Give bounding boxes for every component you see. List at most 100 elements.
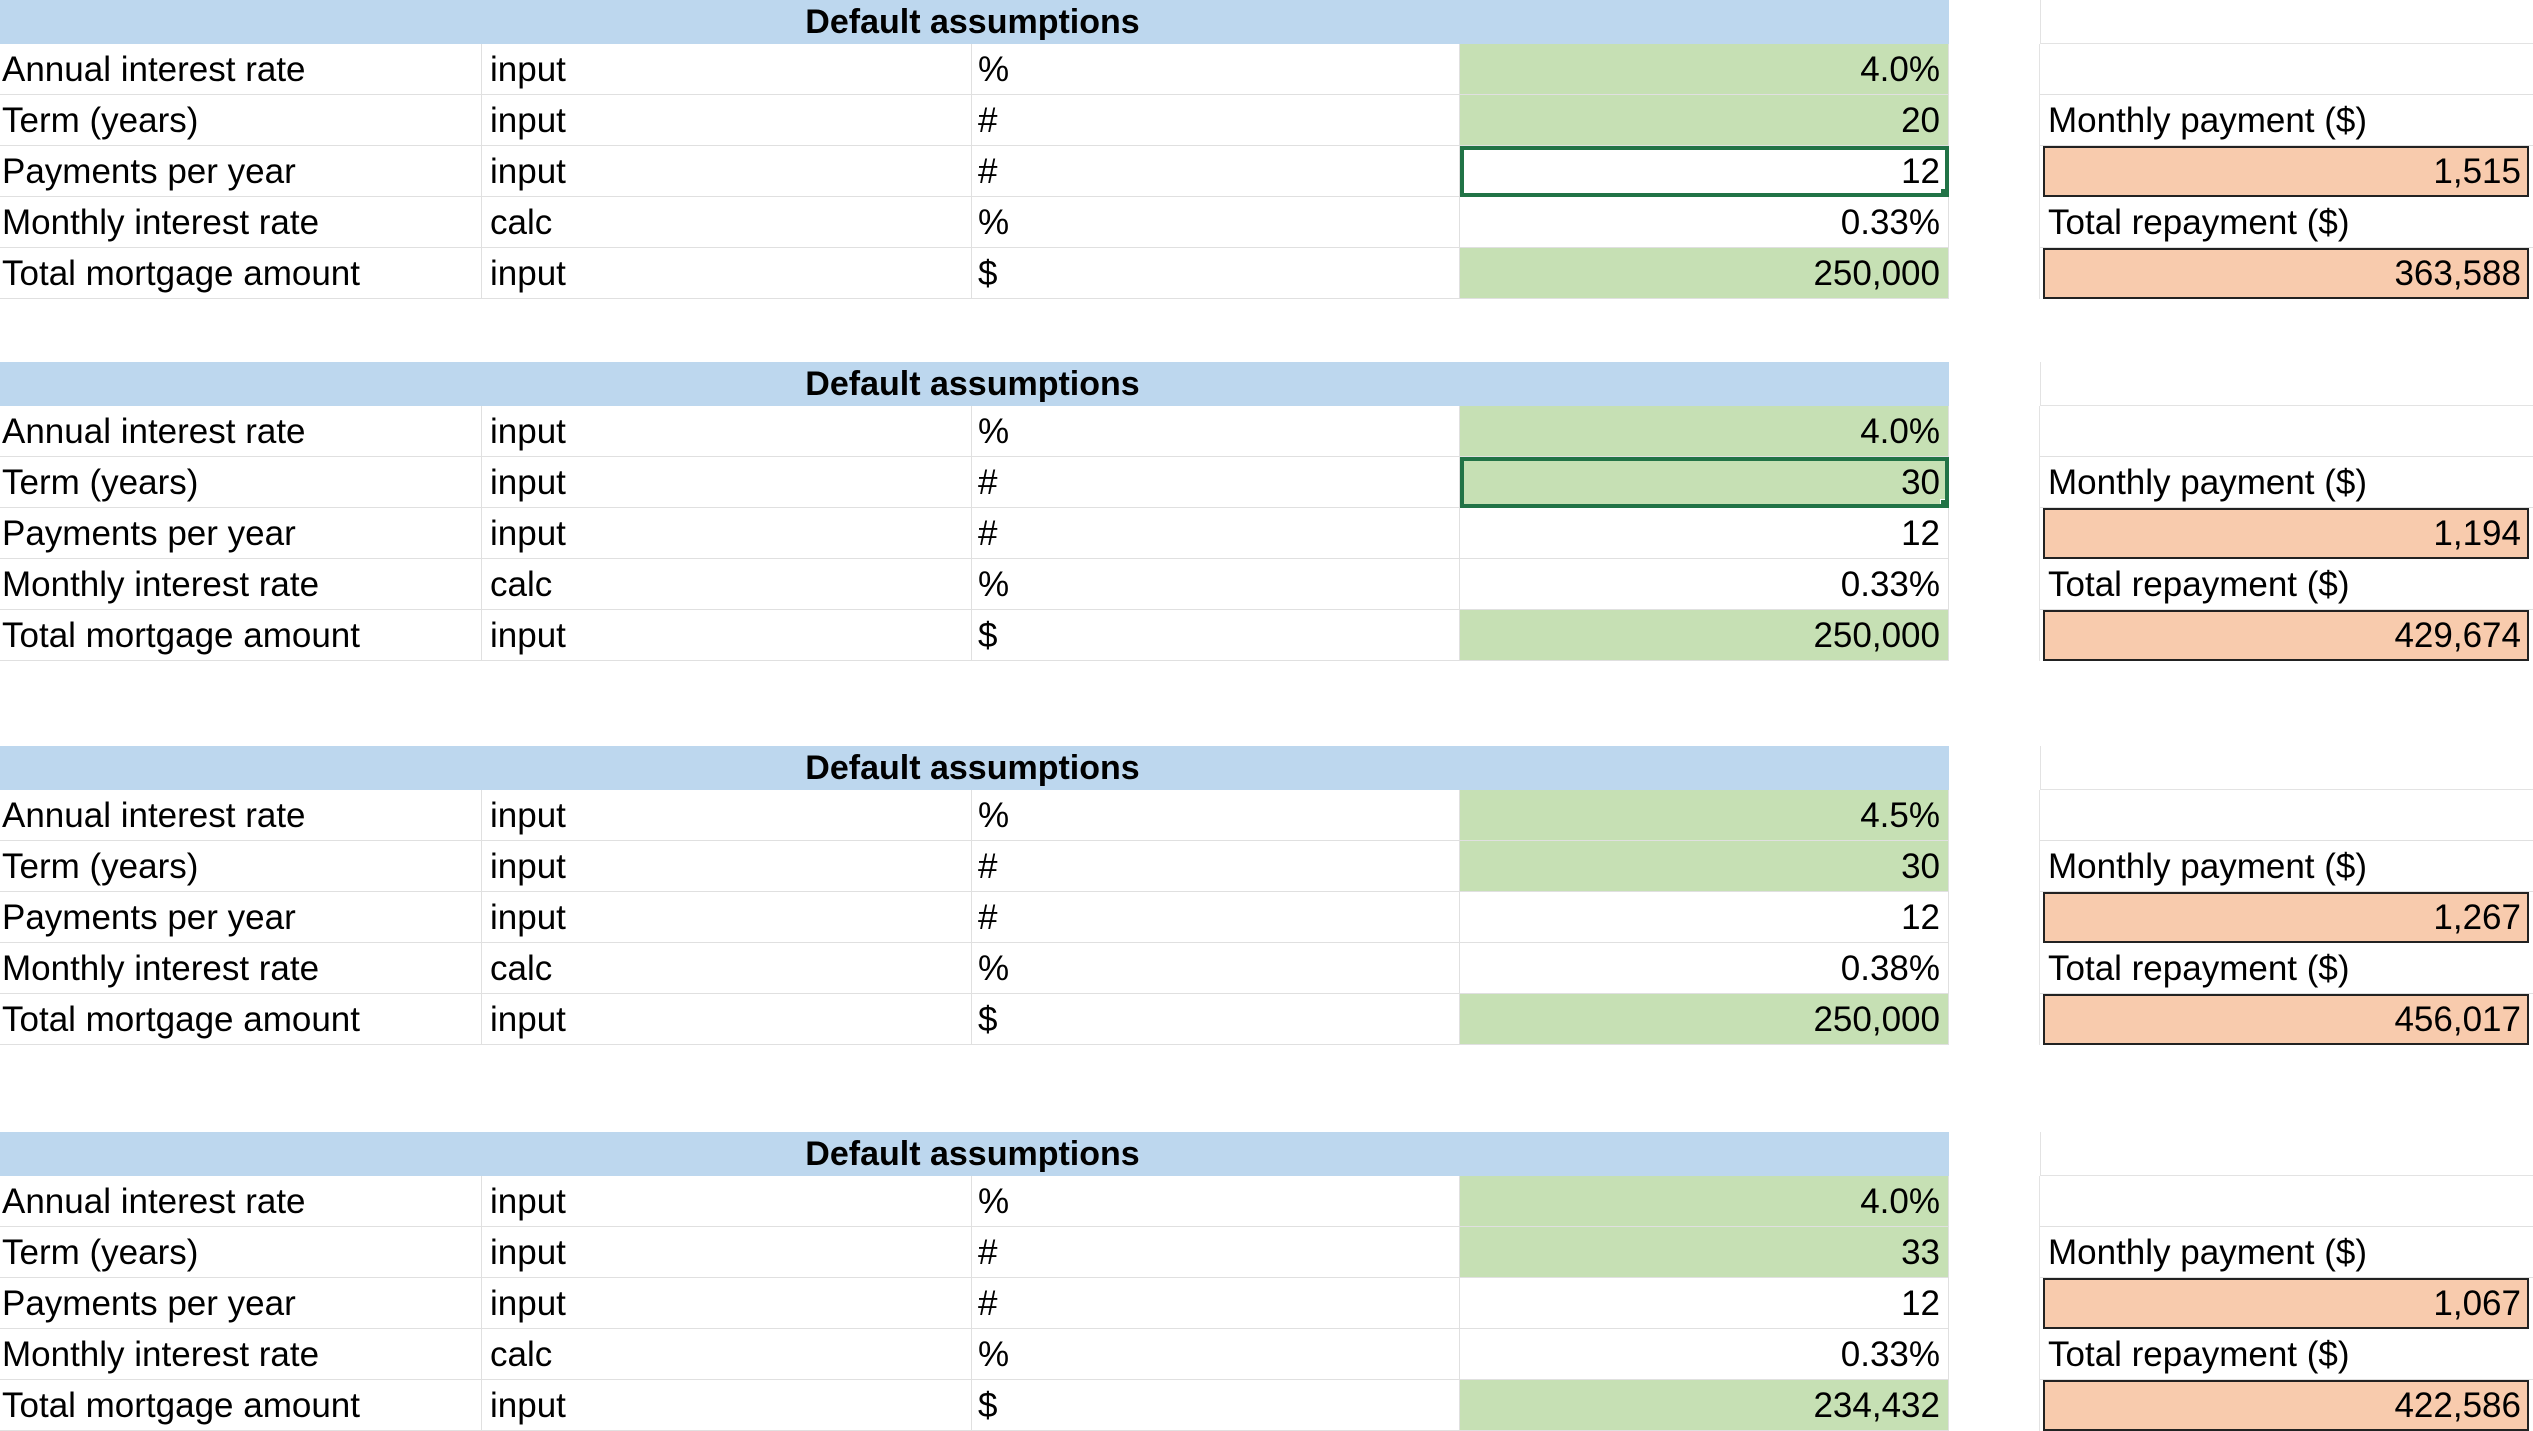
section-header[interactable]: Default assumptions [0, 362, 1949, 406]
row-unit-cell[interactable]: % [972, 559, 1460, 610]
row-type-cell[interactable]: input [482, 1227, 972, 1278]
empty-cell[interactable] [1949, 44, 2040, 95]
row-label-cell[interactable]: Payments per year [0, 892, 482, 943]
value-cell[interactable]: 0.33% [1460, 559, 1949, 610]
row-type-cell[interactable]: calc [482, 943, 972, 994]
empty-cell[interactable] [2040, 0, 2533, 44]
empty-cell[interactable] [1949, 1278, 2040, 1329]
row-type-cell[interactable]: input [482, 841, 972, 892]
row-unit-cell[interactable]: $ [972, 248, 1460, 299]
row-unit-cell[interactable]: $ [972, 610, 1460, 661]
row-label-cell[interactable]: Monthly interest rate [0, 559, 482, 610]
section-header[interactable]: Default assumptions [0, 1132, 1949, 1176]
value-cell[interactable]: 12 [1460, 508, 1949, 559]
value-cell[interactable]: 30 [1460, 841, 1949, 892]
value-cell[interactable]: 4.5% [1460, 790, 1949, 841]
row-label-cell[interactable]: Payments per year [0, 1278, 482, 1329]
total-repayment-label[interactable]: Total repayment ($) [2040, 943, 2533, 994]
row-type-cell[interactable]: calc [482, 1329, 972, 1380]
section-header[interactable]: Default assumptions [0, 746, 1949, 790]
empty-cell[interactable] [1949, 248, 2040, 299]
section-header[interactable]: Default assumptions [0, 0, 1949, 44]
row-label-cell[interactable]: Monthly interest rate [0, 943, 482, 994]
empty-cell[interactable] [1949, 508, 2040, 559]
row-type-cell[interactable]: input [482, 790, 972, 841]
row-unit-cell[interactable]: % [972, 197, 1460, 248]
row-label-cell[interactable]: Term (years) [0, 457, 482, 508]
empty-cell[interactable] [2040, 746, 2533, 790]
monthly-payment-label[interactable]: Monthly payment ($) [2040, 457, 2533, 508]
row-type-cell[interactable]: input [482, 248, 972, 299]
row-type-cell[interactable]: input [482, 95, 972, 146]
row-label-cell[interactable]: Annual interest rate [0, 1176, 482, 1227]
row-type-cell[interactable]: input [482, 892, 972, 943]
row-type-cell[interactable]: input [482, 508, 972, 559]
empty-cell[interactable] [1949, 1380, 2040, 1431]
row-label-cell[interactable]: Annual interest rate [0, 44, 482, 95]
empty-cell[interactable] [1949, 559, 2040, 610]
value-cell[interactable]: 0.38% [1460, 943, 1949, 994]
empty-cell[interactable] [2040, 362, 2533, 406]
empty-cell[interactable] [1949, 146, 2040, 197]
value-cell[interactable]: 250,000 [1460, 610, 1949, 661]
row-type-cell[interactable]: input [482, 994, 972, 1045]
row-type-cell[interactable]: input [482, 1278, 972, 1329]
row-label-cell[interactable]: Total mortgage amount [0, 994, 482, 1045]
row-type-cell[interactable]: input [482, 457, 972, 508]
total-repayment-value[interactable]: 429,674 [2043, 610, 2529, 661]
empty-cell[interactable] [1949, 1329, 2040, 1380]
value-cell[interactable]: 0.33% [1460, 1329, 1949, 1380]
value-cell[interactable]: 250,000 [1460, 248, 1949, 299]
row-unit-cell[interactable]: % [972, 1176, 1460, 1227]
value-cell[interactable]: 12 [1460, 146, 1949, 197]
row-label-cell[interactable]: Monthly interest rate [0, 197, 482, 248]
row-type-cell[interactable]: input [482, 406, 972, 457]
empty-cell[interactable] [1949, 790, 2040, 841]
monthly-payment-value[interactable]: 1,267 [2043, 892, 2529, 943]
value-cell[interactable]: 234,432 [1460, 1380, 1949, 1431]
empty-cell[interactable] [1949, 610, 2040, 661]
row-type-cell[interactable]: calc [482, 197, 972, 248]
row-type-cell[interactable]: input [482, 1176, 972, 1227]
empty-cell[interactable] [1949, 1176, 2040, 1227]
row-unit-cell[interactable]: # [972, 508, 1460, 559]
monthly-payment-value[interactable]: 1,194 [2043, 508, 2529, 559]
empty-cell[interactable] [1949, 943, 2040, 994]
value-cell[interactable]: 250,000 [1460, 994, 1949, 1045]
row-unit-cell[interactable]: # [972, 841, 1460, 892]
monthly-payment-label[interactable]: Monthly payment ($) [2040, 95, 2533, 146]
row-unit-cell[interactable]: # [972, 1278, 1460, 1329]
empty-cell[interactable] [2040, 1132, 2533, 1176]
total-repayment-value[interactable]: 422,586 [2043, 1380, 2529, 1431]
monthly-payment-label[interactable]: Monthly payment ($) [2040, 1227, 2533, 1278]
empty-cell[interactable] [1949, 892, 2040, 943]
row-label-cell[interactable]: Total mortgage amount [0, 1380, 482, 1431]
row-unit-cell[interactable]: $ [972, 1380, 1460, 1431]
value-cell[interactable]: 4.0% [1460, 406, 1949, 457]
row-unit-cell[interactable]: % [972, 1329, 1460, 1380]
empty-cell[interactable] [1949, 841, 2040, 892]
row-type-cell[interactable]: input [482, 146, 972, 197]
row-unit-cell[interactable]: % [972, 943, 1460, 994]
empty-cell[interactable] [2040, 44, 2533, 95]
empty-cell[interactable] [1949, 457, 2040, 508]
empty-cell[interactable] [1949, 994, 2040, 1045]
row-unit-cell[interactable]: $ [972, 994, 1460, 1045]
value-cell[interactable]: 4.0% [1460, 1176, 1949, 1227]
row-unit-cell[interactable]: # [972, 457, 1460, 508]
row-unit-cell[interactable]: # [972, 1227, 1460, 1278]
empty-cell[interactable] [1949, 1227, 2040, 1278]
monthly-payment-value[interactable]: 1,067 [2043, 1278, 2529, 1329]
row-label-cell[interactable]: Total mortgage amount [0, 610, 482, 661]
row-label-cell[interactable]: Annual interest rate [0, 790, 482, 841]
value-cell[interactable]: 12 [1460, 892, 1949, 943]
row-label-cell[interactable]: Monthly interest rate [0, 1329, 482, 1380]
total-repayment-label[interactable]: Total repayment ($) [2040, 197, 2533, 248]
value-cell[interactable]: 4.0% [1460, 44, 1949, 95]
row-label-cell[interactable]: Term (years) [0, 841, 482, 892]
row-type-cell[interactable]: input [482, 610, 972, 661]
empty-cell[interactable] [2040, 790, 2533, 841]
empty-cell[interactable] [1949, 95, 2040, 146]
monthly-payment-label[interactable]: Monthly payment ($) [2040, 841, 2533, 892]
value-cell[interactable]: 33 [1460, 1227, 1949, 1278]
